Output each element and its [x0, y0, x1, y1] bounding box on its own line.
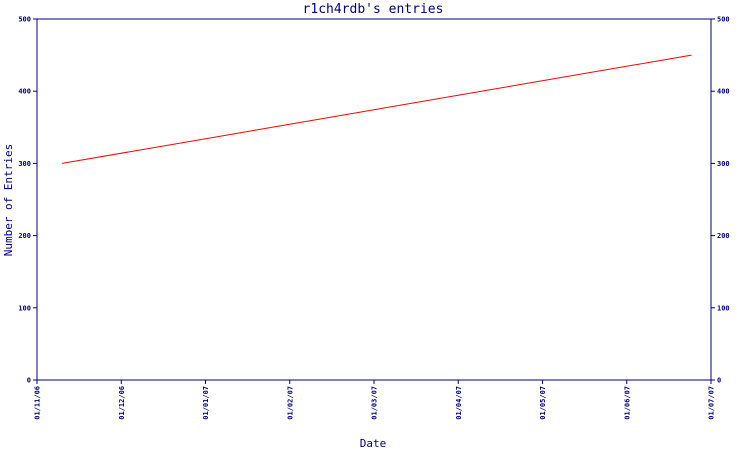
y-tick-label-right: 400	[717, 88, 730, 96]
y-tick-label-right: 300	[717, 160, 730, 168]
x-tick-label: 01/06/07	[623, 386, 631, 420]
y-axis-left: 0 100 200 300 400 500	[18, 16, 37, 385]
y-tick-label-left: 100	[18, 304, 31, 312]
chart-title: r1ch4rdb's entries	[303, 2, 444, 17]
y-tick-label-left: 400	[18, 88, 31, 96]
y-tick-label-right: 500	[717, 16, 730, 24]
x-tick-label: 01/05/07	[539, 386, 547, 420]
series-layer	[62, 54, 692, 164]
y-tick-label-right: 100	[717, 304, 730, 312]
x-tick-label: 01/03/07	[371, 386, 379, 420]
y-tick-label-left: 0	[27, 377, 31, 385]
y-axis-right: 0 100 200 300 400 500	[711, 16, 730, 385]
x-tick-label: 01/12/06	[118, 386, 126, 420]
x-tick-label: 01/04/07	[455, 386, 463, 420]
x-tick-label: 01/01/07	[202, 386, 210, 420]
x-tick-label: 01/11/06	[34, 386, 42, 420]
plot-area-frame	[36, 18, 712, 381]
x-axis: 01/11/06 01/12/06 01/01/07 01/02/07 01/03/07…	[34, 380, 716, 420]
y-tick-label-left: 500	[18, 16, 31, 24]
x-tick-label: 01/07/07	[708, 386, 716, 420]
series-line	[62, 54, 692, 164]
x-axis-label: Date	[360, 437, 387, 450]
y-tick-label-left: 300	[18, 160, 31, 168]
x-tick-label: 01/02/07	[286, 386, 294, 420]
y-tick-label-right: 0	[717, 377, 721, 385]
y-tick-label-left: 200	[18, 232, 31, 240]
y-tick-label-right: 200	[717, 232, 730, 240]
y-axis-label: Number of Entries	[2, 144, 15, 257]
